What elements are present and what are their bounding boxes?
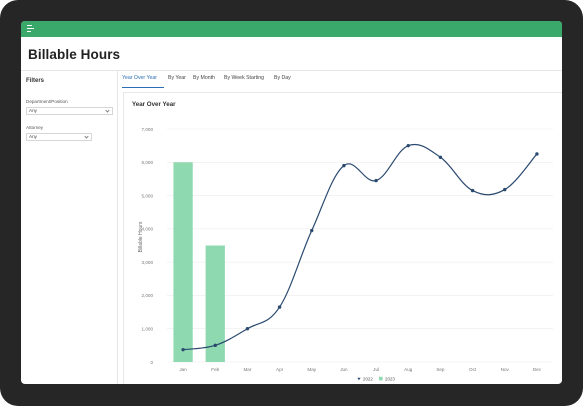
- y-tick-label: 2,000: [142, 293, 154, 298]
- x-tick-label: Aug: [404, 367, 413, 372]
- y-tick-label: 5,000: [142, 193, 154, 198]
- attorney-label: Attorney: [26, 125, 44, 130]
- attorney-select[interactable]: Any: [26, 133, 92, 141]
- active-tab-indicator: [122, 87, 164, 88]
- tab-year-over-year[interactable]: Year Over Year: [122, 75, 157, 81]
- x-tick-label: Jan: [179, 367, 187, 372]
- point-2022-mar[interactable]: [245, 327, 250, 331]
- y-tick-label: 4,000: [142, 227, 154, 232]
- tab-by-week-starting[interactable]: By Week Starting: [224, 75, 264, 81]
- point-2022-apr[interactable]: [277, 305, 282, 309]
- menu-icon[interactable]: [27, 25, 34, 32]
- y-axis-label: Billable Hours: [138, 221, 144, 252]
- tab-by-year[interactable]: By Year: [168, 75, 186, 81]
- x-tick-label: Nov: [501, 367, 510, 372]
- x-tick-label: Jul: [373, 367, 379, 372]
- department-label: Department/Position: [26, 99, 68, 104]
- y-tick-label: 0: [150, 360, 153, 365]
- point-2022-sep[interactable]: [438, 155, 443, 159]
- point-2022-nov[interactable]: [503, 187, 507, 192]
- attorney-value: Any: [29, 134, 37, 139]
- x-tick-label: Sep: [436, 367, 445, 372]
- series-line-2022: [183, 143, 538, 351]
- top-bar: [21, 21, 562, 37]
- x-tick-label: May: [307, 367, 316, 372]
- y-tick-label: 1,000: [142, 327, 154, 332]
- x-tick-label: Jun: [340, 367, 348, 372]
- x-tick-label: Mar: [243, 367, 251, 372]
- panel-title: Year Over Year: [132, 101, 176, 108]
- tab-by-month[interactable]: By Month: [193, 75, 215, 81]
- tab-by-day[interactable]: By Day: [274, 75, 291, 81]
- point-2022-oct[interactable]: [470, 188, 475, 193]
- point-2022-aug[interactable]: [406, 143, 410, 148]
- department-value: Any: [29, 108, 37, 113]
- department-select[interactable]: Any: [26, 107, 113, 115]
- filters-sidebar: Filters Department/Position Any Attorney…: [21, 71, 118, 384]
- point-2022-feb[interactable]: [213, 343, 217, 348]
- bar-2023-jan[interactable]: [173, 162, 193, 362]
- app-screen: Billable Hours Filters Department/Positi…: [21, 21, 562, 384]
- bar-2023-feb[interactable]: [205, 245, 225, 363]
- chart-panel: Year Over Year: [123, 92, 562, 384]
- filters-title: Filters: [26, 78, 45, 84]
- x-tick-label: Oct: [469, 367, 477, 372]
- x-tick-label: Feb: [211, 367, 219, 372]
- header-divider: [21, 70, 562, 71]
- legend-label-2022[interactable]: 2022: [363, 376, 373, 381]
- y-tick-label: 7,000: [142, 127, 154, 132]
- point-2022-may[interactable]: [310, 228, 314, 233]
- point-2022-jul[interactable]: [374, 178, 378, 183]
- legend-marker-2023: [379, 376, 383, 381]
- legend-label-2023[interactable]: 2023: [385, 376, 395, 381]
- billable-hours-chart: 0 1,000 2,000 3,000 4,000 5,000 6,000 7,000 Jan…: [138, 127, 553, 381]
- page-title: Billable Hours: [28, 47, 121, 62]
- y-tick-label: 3,000: [142, 260, 154, 265]
- legend-marker-2022: [357, 377, 361, 381]
- point-2022-jan[interactable]: [181, 347, 185, 352]
- y-tick-label: 6,000: [142, 160, 154, 165]
- x-tick-label: Dec: [533, 367, 542, 372]
- point-2022-jun[interactable]: [342, 163, 346, 168]
- chevron-down-icon: [84, 134, 89, 139]
- point-2022-dec[interactable]: [535, 152, 539, 156]
- x-tick-label: Apr: [276, 367, 284, 372]
- chevron-down-icon: [105, 108, 110, 113]
